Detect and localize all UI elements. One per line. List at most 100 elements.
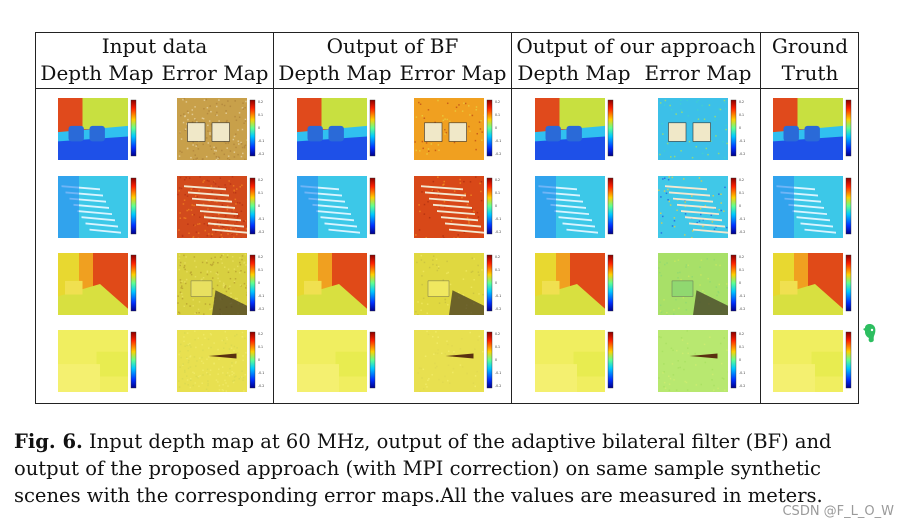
colorbar-tick-label: 0.1 [739,268,744,272]
subheader-ours-depth: Depth Map [517,61,631,85]
colorbar-tick-label: 0.1 [739,113,744,117]
colorbar-tick-label: 0.2 [739,255,744,259]
thumbnail-input-depth-row-3 [58,253,148,315]
thumbnail-input-error-row-2: 0.2 0.1 0 -0.1 -0.2 [177,176,267,238]
thumbnail-bf-depth-row-2 [297,176,387,238]
colorbar-tick-label: 0.2 [739,332,744,336]
colorbar-tick-label: 0 [739,358,741,362]
colorbar-tick-label: -0.1 [495,217,501,221]
colorbar-tick-label: -0.1 [739,294,745,298]
colorbar-tick-label: -0.1 [495,371,501,375]
colorbar-tick-label: -0.2 [495,307,501,311]
colorbar [130,177,137,235]
colorbar-tick-label: 0.1 [739,345,744,349]
colorbar [730,331,737,389]
colorbar-tick-label: -0.1 [739,217,745,221]
thumbnail-bf-depth-row-3 [297,253,387,315]
group-header-ours: Output of our approach [516,34,756,58]
colorbar-tick-label: -0.2 [258,152,264,156]
colorbar [607,177,614,235]
group-header-input: Input data [101,34,208,58]
colorbar-tick-label: -0.2 [739,230,745,234]
colorbar-tick-label: -0.1 [495,139,501,143]
colorbar [845,254,852,312]
colorbar [607,254,614,312]
colorbar [130,331,137,389]
colorbar [845,177,852,235]
colorbar [486,99,493,157]
colorbar-tick-label: 0.1 [258,191,263,195]
column-divider [273,32,274,404]
thumbnail-input-depth-row-2 [58,176,148,238]
colorbar-tick-label: 0.2 [739,178,744,182]
thumbnail-bf-error-row-2: 0.2 0.1 0 -0.1 -0.2 [414,176,504,238]
thumbnail-bf-error-row-4: 0.2 0.1 0 -0.1 -0.2 [414,330,504,392]
colorbar [369,177,376,235]
colorbar-tick-label: -0.1 [258,294,264,298]
colorbar [845,99,852,157]
colorbar-tick-label: 0 [258,358,260,362]
colorbar-tick-label: 0 [258,204,260,208]
colorbar-tick-label: 0.2 [495,178,500,182]
colorbar-tick-label: 0.2 [258,255,263,259]
colorbar [249,254,256,312]
subheader-input-depth: Depth Map [40,61,154,85]
colorbar-tick-label: 0 [739,204,741,208]
column-divider [511,32,512,404]
subheader-ours-error: Error Map [644,61,752,85]
thumbnail-ours-error-row-2: 0.2 0.1 0 -0.1 -0.2 [658,176,748,238]
colorbar-tick-label: 0 [258,126,260,130]
thumbnail-bf-depth-row-1 [297,98,387,160]
colorbar-tick-label: 0.2 [495,255,500,259]
colorbar-tick-label: 0.2 [495,100,500,104]
colorbar-tick-label: 0 [495,204,497,208]
subheader-ground-truth: Truth [781,61,839,85]
colorbar [845,331,852,389]
colorbar-tick-label: 0.1 [258,345,263,349]
colorbar-tick-label: -0.2 [258,230,264,234]
figure-caption-text: Input depth map at 60 MHz, output of the… [14,430,832,507]
subheader-input-error: Error Map [161,61,269,85]
colorbar-tick-label: -0.1 [258,371,264,375]
colorbar-tick-label: 0.2 [258,178,263,182]
colorbar-tick-label: -0.1 [495,294,501,298]
thumbnail-ours-depth-row-2 [535,176,625,238]
thumbnail-input-error-row-1: 0.2 0.1 0 -0.1 -0.2 [177,98,267,160]
colorbar [730,177,737,235]
colorbar-tick-label: -0.2 [258,384,264,388]
thumbnail-bf-depth-row-4 [297,330,387,392]
colorbar [730,99,737,157]
colorbar-tick-label: 0 [739,281,741,285]
thumbnail-ground-truth-row-1 [773,98,863,160]
colorbar-tick-label: -0.1 [258,217,264,221]
colorbar-tick-label: 0.1 [739,191,744,195]
subheader-bf-error: Error Map [399,61,507,85]
figure-caption: Fig. 6. Input depth map at 60 MHz, outpu… [14,428,884,509]
thumbnail-bf-error-row-3: 0.2 0.1 0 -0.1 -0.2 [414,253,504,315]
thumbnail-ground-truth-row-4 [773,330,863,392]
group-header-ground: Ground [771,34,849,58]
colorbar-tick-label: 0 [495,358,497,362]
colorbar-tick-label: -0.2 [739,384,745,388]
colorbar-tick-label: 0 [495,281,497,285]
colorbar-tick-label: 0.1 [258,268,263,272]
colorbar [369,99,376,157]
colorbar-tick-label: 0.1 [495,345,500,349]
colorbar [249,99,256,157]
thumbnail-input-error-row-3: 0.2 0.1 0 -0.1 -0.2 [177,253,267,315]
thumbnail-ours-error-row-3: 0.2 0.1 0 -0.1 -0.2 [658,253,748,315]
thumbnail-ours-depth-row-1 [535,98,625,160]
group-header-bf: Output of BF [326,34,459,58]
colorbar-tick-label: -0.2 [495,152,501,156]
colorbar [607,99,614,157]
colorbar [130,254,137,312]
thumbnail-ours-depth-row-3 [535,253,625,315]
colorbar-tick-label: -0.1 [739,139,745,143]
colorbar [249,177,256,235]
colorbar [730,254,737,312]
evernote-elephant-icon[interactable] [862,322,878,344]
thumbnail-input-depth-row-4 [58,330,148,392]
colorbar [486,254,493,312]
colorbar-tick-label: -0.1 [739,371,745,375]
figure-label: Fig. 6. [14,430,83,453]
